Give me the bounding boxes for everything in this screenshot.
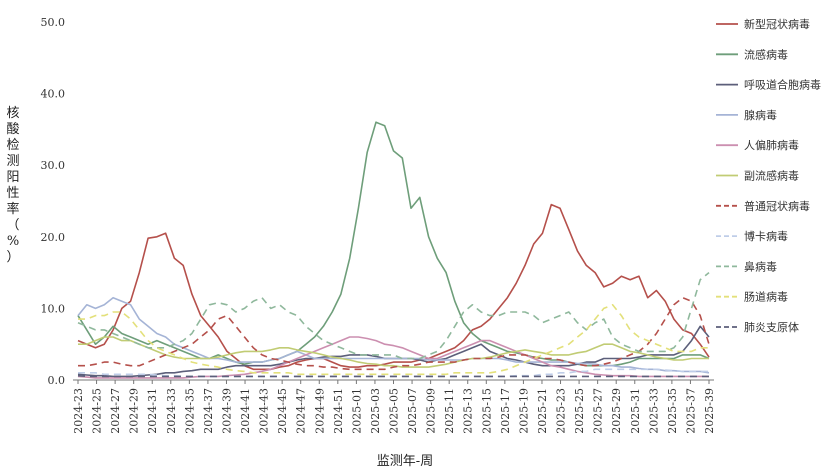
y-axis-title-char: ） xyxy=(6,250,19,265)
x-tick-label: 2024-25 xyxy=(91,388,104,434)
x-tick-label: 2025-33 xyxy=(647,388,660,434)
y-tick-label: 50.0 xyxy=(41,16,66,29)
legend: 新型冠状病毒流感病毒呼吸道合胞病毒腺病毒人偏肺病毒副流感病毒普通冠状病毒博卡病毒… xyxy=(716,17,821,334)
x-tick-label: 2025-35 xyxy=(666,388,679,434)
x-tick-label: 2024-35 xyxy=(183,388,196,434)
x-tick-label: 2024-49 xyxy=(313,388,326,434)
x-tick-label: 2024-29 xyxy=(128,388,141,434)
legend-label: 呼吸道合胞病毒 xyxy=(744,78,821,92)
x-tick-label: 2025-25 xyxy=(573,388,586,434)
legend-label: 博卡病毒 xyxy=(744,229,788,243)
x-tick-label: 2024-31 xyxy=(146,388,159,434)
x-tick-label: 2025-21 xyxy=(536,388,549,434)
legend-label: 新型冠状病毒 xyxy=(744,17,810,31)
series-line-1 xyxy=(77,203,710,371)
series-line-10 xyxy=(78,303,709,376)
legend-label: 流感病毒 xyxy=(744,47,788,61)
y-tick-label: 0.0 xyxy=(48,374,66,387)
x-axis-title: 监测年-周 xyxy=(377,454,433,469)
x-tick-label: 2025-01 xyxy=(350,388,363,434)
x-tick-label: 2025-07 xyxy=(406,388,419,434)
x-tick-label: 2024-33 xyxy=(165,388,178,434)
legend-label: 副流感病毒 xyxy=(744,169,799,183)
x-tick-label: 2025-27 xyxy=(592,388,605,434)
legend-label: 腺病毒 xyxy=(744,108,777,122)
y-axis-title-char: 阳 xyxy=(6,170,19,185)
x-tick-label: 2024-23 xyxy=(72,388,85,434)
x-tick-label: 2024-41 xyxy=(239,388,252,434)
x-tick-label: 2024-47 xyxy=(295,388,308,434)
x-tick-label: 2024-27 xyxy=(109,388,122,434)
y-axis-title-char: % xyxy=(7,234,19,249)
series-line-11 xyxy=(77,374,709,378)
x-tick-label: 2025-37 xyxy=(684,388,697,434)
y-tick-label: 20.0 xyxy=(41,231,66,244)
series-line-9 xyxy=(77,271,710,360)
series-line-5 xyxy=(77,336,709,379)
x-tick-label: 2025-03 xyxy=(369,388,382,434)
x-tick-label: 2025-13 xyxy=(462,388,475,434)
x-tick-label: 2025-31 xyxy=(629,388,642,434)
x-tick-label: 2025-05 xyxy=(388,388,401,434)
y-tick-label: 30.0 xyxy=(41,159,66,172)
x-tick-label: 2024-43 xyxy=(258,388,271,434)
series-layer xyxy=(77,121,710,379)
y-axis-title-char: 酸 xyxy=(6,122,19,137)
x-tick-label: 2025-29 xyxy=(610,388,623,434)
legend-label: 鼻病毒 xyxy=(744,259,777,273)
y-axis-title-char: 核 xyxy=(6,106,19,121)
y-axis-title-char: 测 xyxy=(6,154,19,169)
legend-label: 肺炎支原体 xyxy=(744,320,799,334)
x-tick-label: 2025-09 xyxy=(425,388,438,434)
x-tick-label: 2025-15 xyxy=(480,388,493,434)
legend-label: 普通冠状病毒 xyxy=(744,199,810,213)
x-tick-label: 2024-51 xyxy=(332,388,345,434)
y-axis-title-char: 性 xyxy=(6,186,19,201)
x-tick-label: 2025-23 xyxy=(555,388,568,434)
legend-label: 肠道病毒 xyxy=(744,290,788,304)
y-axis-title-char: 检 xyxy=(6,138,19,153)
x-tick-label: 2025-39 xyxy=(703,388,716,434)
x-tick-label: 2024-39 xyxy=(220,388,233,434)
x-tick-label: 2025-11 xyxy=(443,388,456,434)
x-tick-label: 2024-37 xyxy=(202,388,215,434)
legend-label: 人偏肺病毒 xyxy=(744,138,799,152)
series-line-2 xyxy=(77,121,710,367)
y-tick-label: 10.0 xyxy=(41,302,66,315)
x-tick-label: 2025-17 xyxy=(499,388,512,434)
y-axis-title-char: （ xyxy=(6,218,19,233)
x-tick-label: 2024-45 xyxy=(276,388,289,434)
axes: 0.0 10.0 20.0 30.0 40.0 50.0 2024-23 2024-25 202… xyxy=(41,16,717,434)
series-line-7 xyxy=(78,296,710,371)
y-axis-title-char: 率 xyxy=(6,201,19,217)
y-tick-label: 40.0 xyxy=(41,88,66,101)
x-tick-label: 2025-19 xyxy=(517,388,530,434)
